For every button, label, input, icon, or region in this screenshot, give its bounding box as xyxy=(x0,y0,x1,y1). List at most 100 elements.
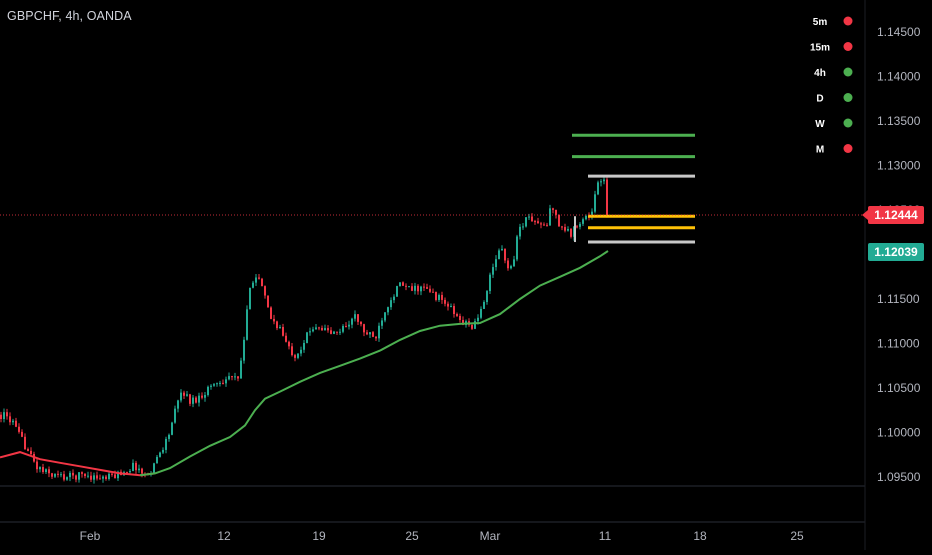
candle-body xyxy=(264,286,266,296)
candles-layer xyxy=(0,176,608,484)
x-tick-label: 25 xyxy=(790,529,804,543)
candle-body xyxy=(285,335,287,342)
candle-body xyxy=(288,341,290,347)
candle-body xyxy=(363,324,365,333)
candle-body xyxy=(267,295,269,308)
candle-body xyxy=(12,420,14,423)
candle-body xyxy=(603,179,605,182)
candle-body xyxy=(102,476,104,479)
candle-body xyxy=(30,450,32,455)
candle-body xyxy=(303,342,305,350)
current-price-tag: 1.12444 xyxy=(862,206,924,224)
candle-body xyxy=(555,209,557,215)
candle-body xyxy=(438,295,440,300)
candle-body xyxy=(54,473,56,477)
candle-body xyxy=(447,303,449,307)
candle-body xyxy=(300,349,302,354)
symbol-title[interactable]: GBPCHF, 4h, OANDA xyxy=(7,9,132,23)
timeframe-label: D xyxy=(816,94,823,105)
candle-body xyxy=(432,291,434,293)
candle-body xyxy=(252,282,254,288)
candle-body xyxy=(138,468,140,471)
candle-body xyxy=(417,285,419,292)
candle-body xyxy=(57,473,59,475)
candle-body xyxy=(366,332,368,335)
status-dot-icon xyxy=(843,93,853,102)
y-tick-label: 1.11000 xyxy=(877,337,920,351)
candle-body xyxy=(351,318,353,325)
candle-body xyxy=(324,328,326,331)
candle-body xyxy=(96,475,98,479)
candle-body xyxy=(348,324,350,327)
candle-body xyxy=(18,426,20,432)
candle-body xyxy=(504,248,506,261)
candle-body xyxy=(180,392,182,401)
candle-body xyxy=(6,412,8,417)
candle-body xyxy=(495,259,497,268)
candle-body xyxy=(21,431,23,437)
candle-body xyxy=(576,226,578,228)
y-tick-label: 1.10500 xyxy=(877,381,921,395)
candle-body xyxy=(369,332,371,335)
x-tick-label: 19 xyxy=(312,529,326,543)
candle-body xyxy=(261,278,263,287)
candle-body xyxy=(498,250,500,260)
time-axis[interactable]: Feb 12 19 25 Mar 11 18 25 xyxy=(0,0,866,550)
candle-body xyxy=(429,288,431,292)
candle-body xyxy=(192,397,194,404)
candle-body xyxy=(510,266,512,269)
candle-body xyxy=(198,395,200,403)
candle-body xyxy=(72,472,74,476)
candle-body xyxy=(375,336,377,339)
candle-body xyxy=(561,226,563,228)
candle-body xyxy=(114,474,116,479)
candle-body xyxy=(237,376,239,379)
candle-body xyxy=(312,329,314,332)
candle-body xyxy=(486,291,488,303)
candle-body xyxy=(387,307,389,313)
candle-body xyxy=(477,317,479,322)
candle-body xyxy=(78,472,80,480)
candle-body xyxy=(456,314,458,316)
candle-body xyxy=(219,382,221,384)
candle-body xyxy=(210,385,212,387)
candle-body xyxy=(228,376,230,380)
y-tick-label: 1.14000 xyxy=(877,70,921,84)
candle-body xyxy=(411,286,413,291)
candle-body xyxy=(570,229,572,237)
candle-body xyxy=(165,438,167,450)
candle-body xyxy=(585,215,587,220)
y-tick-label: 1.10000 xyxy=(877,426,921,440)
candle-body xyxy=(534,221,536,223)
candle-body xyxy=(294,355,296,358)
candle-body xyxy=(483,302,485,309)
candle-body xyxy=(186,394,188,396)
candle-body xyxy=(540,223,542,225)
timeframe-label: M xyxy=(816,145,824,156)
timeframe-label: 4h xyxy=(814,68,826,79)
horizontal-levels-layer xyxy=(572,133,695,244)
candle-body xyxy=(75,475,77,480)
candle-body xyxy=(318,327,320,329)
candle-body xyxy=(606,179,608,215)
candle-body xyxy=(357,314,359,322)
candle-body xyxy=(84,473,86,477)
moving-average-layer xyxy=(0,250,609,477)
candle-body xyxy=(159,452,161,457)
candle-body xyxy=(258,277,260,279)
candle-body xyxy=(231,376,233,378)
candle-body xyxy=(9,416,11,423)
candle-body xyxy=(474,321,476,329)
candle-body xyxy=(489,274,491,292)
candle-body xyxy=(513,259,515,267)
y-tick-label: 1.13000 xyxy=(877,159,921,173)
status-dot-icon xyxy=(843,67,853,77)
candle-body xyxy=(306,332,308,343)
x-tick-label: 25 xyxy=(405,529,419,543)
candle-body xyxy=(222,382,224,384)
candle-body xyxy=(579,223,581,227)
candle-body xyxy=(270,307,272,319)
